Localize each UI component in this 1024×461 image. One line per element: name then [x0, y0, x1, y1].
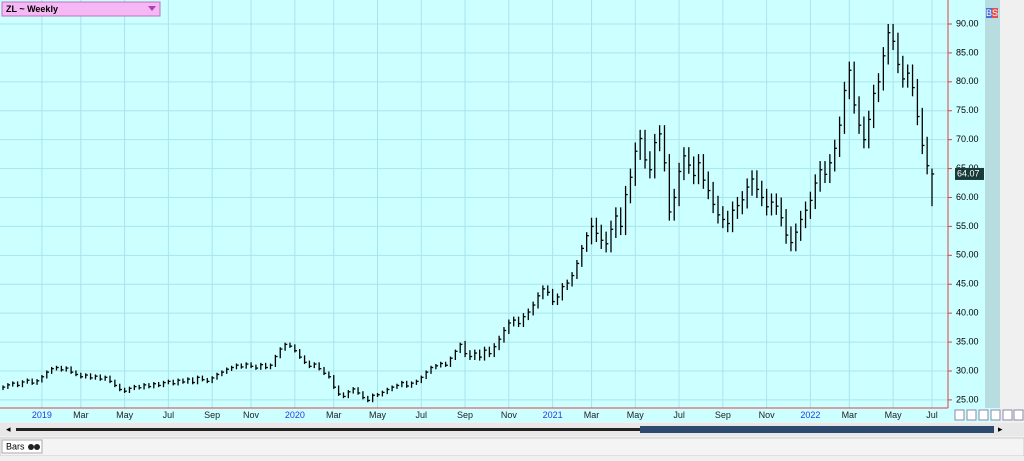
y-tick-label: 75.00 — [956, 105, 979, 115]
tab-row — [0, 437, 1024, 457]
buy-button[interactable] — [986, 8, 992, 18]
x-tick-label: 2019 — [32, 410, 52, 420]
side-strip — [985, 0, 1000, 408]
y-tick-label: 25.00 — [956, 394, 979, 404]
tool-button[interactable] — [990, 409, 1001, 421]
tool-button[interactable] — [978, 409, 989, 421]
tool-button[interactable] — [966, 409, 977, 421]
tool-button[interactable] — [1013, 409, 1024, 421]
title-box[interactable] — [1, 1, 161, 17]
x-tick-label: May — [627, 410, 645, 420]
x-tick-label: Nov — [759, 410, 776, 420]
x-tick-label: 2020 — [285, 410, 305, 420]
y-tick-label: 30.00 — [956, 365, 979, 375]
y-tick-label: 85.00 — [956, 47, 979, 57]
y-tick-label: 50.00 — [956, 250, 979, 260]
x-tick-label: Jul — [673, 410, 685, 420]
y-tick-label: 60.00 — [956, 192, 979, 202]
sell-label[interactable]: S — [992, 8, 998, 18]
tab-icon[interactable] — [28, 444, 34, 450]
y-tick-label: 80.00 — [956, 76, 979, 86]
x-tick-label: Mar — [842, 410, 858, 420]
x-tick-label: 2021 — [543, 410, 563, 420]
tool-button[interactable] — [954, 409, 965, 421]
y-tick-label: 35.00 — [956, 336, 979, 346]
dropdown-arrow[interactable] — [148, 6, 156, 11]
x-tick-label: Jul — [416, 410, 428, 420]
x-tick-label: Sep — [204, 410, 220, 420]
buy-label[interactable]: B — [986, 8, 992, 18]
last-price-label: 64.07 — [957, 168, 980, 178]
x-tick-label: Jul — [163, 410, 175, 420]
x-tick-label: Sep — [715, 410, 731, 420]
y-tick-label: 45.00 — [956, 279, 979, 289]
scroll-left[interactable]: ◂ — [6, 424, 11, 434]
x-tick-label: Mar — [584, 410, 600, 420]
scroll-thumb[interactable] — [640, 426, 994, 433]
tool-button[interactable] — [1002, 409, 1013, 421]
y-tick-label: 40.00 — [956, 308, 979, 318]
y-tick-label: 70.00 — [956, 134, 979, 144]
x-tick-label: 2022 — [800, 410, 820, 420]
x-tick-label: Sep — [457, 410, 473, 420]
scroll-track[interactable] — [16, 428, 994, 431]
x-tick-label: May — [369, 410, 387, 420]
x-tick-label: Nov — [501, 410, 518, 420]
x-tick-label: May — [116, 410, 134, 420]
x-tick-label: Mar — [326, 410, 342, 420]
x-tick-label: May — [885, 410, 903, 420]
y-tick-label: 90.00 — [956, 18, 979, 28]
tab-icon[interactable] — [34, 444, 40, 450]
tab-label[interactable]: Bars — [6, 441, 25, 451]
plot-area — [0, 0, 948, 408]
sell-button[interactable] — [992, 8, 998, 18]
last-price-box — [955, 167, 984, 180]
x-tick-label: Mar — [73, 410, 89, 420]
y-tick-label: 65.00 — [956, 163, 979, 173]
x-tick-label: Jul — [926, 410, 938, 420]
price-axis — [948, 0, 985, 408]
time-axis — [0, 408, 1000, 422]
chart-title: ZL ~ Weekly — [6, 4, 58, 14]
y-tick-label: 55.00 — [956, 221, 979, 231]
x-tick-label: Nov — [243, 410, 260, 420]
scroll-right[interactable]: ▸ — [998, 424, 1003, 434]
